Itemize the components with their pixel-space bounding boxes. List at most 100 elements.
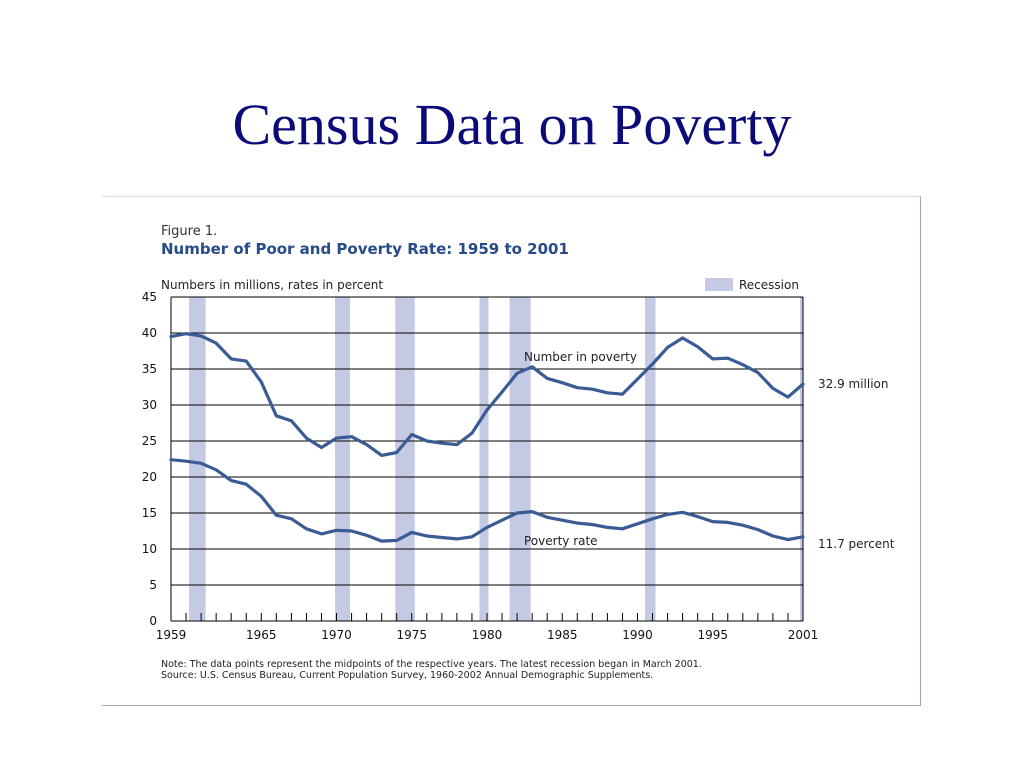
data-point-poverty-rate-2001 <box>801 535 805 539</box>
data-point-number-in-poverty-1963 <box>229 357 233 361</box>
data-point-poverty-rate-1970 <box>335 529 338 532</box>
data-point-number-in-poverty-1967 <box>290 419 293 423</box>
data-point-number-in-poverty-2001 <box>801 382 805 386</box>
chart-note: Note: The data points represent the midp… <box>161 659 702 670</box>
data-point-number-in-poverty-1971 <box>350 435 353 438</box>
legend-recession-swatch <box>705 278 733 291</box>
data-point-poverty-rate-1993 <box>681 511 684 514</box>
data-point-poverty-rate-1992 <box>666 513 669 516</box>
data-point-poverty-rate-1962 <box>214 468 218 472</box>
data-point-number-in-poverty-1988 <box>606 391 609 395</box>
data-point-number-in-poverty-1993 <box>681 336 684 340</box>
data-point-number-in-poverty-1964 <box>244 359 248 363</box>
x-tick-label-1975: 1975 <box>396 628 427 642</box>
data-point-number-in-poverty-1972 <box>365 443 368 446</box>
data-point-poverty-rate-2000 <box>786 538 790 541</box>
data-point-poverty-rate-1991 <box>651 517 654 521</box>
data-point-number-in-poverty-1980 <box>485 408 489 412</box>
y-tick-label-15: 15 <box>142 506 157 520</box>
x-tick-label-1990: 1990 <box>622 628 653 642</box>
x-tick-label-1980: 1980 <box>472 628 503 642</box>
recession-band-3 <box>395 297 415 621</box>
data-point-number-in-poverty-1994 <box>696 345 699 348</box>
data-point-number-in-poverty-1962 <box>214 341 218 345</box>
recession-bands <box>189 297 803 621</box>
recession-band-1 <box>189 297 206 621</box>
data-point-number-in-poverty-1982 <box>515 372 519 375</box>
data-point-poverty-rate-1985 <box>560 518 564 522</box>
data-point-poverty-rate-1974 <box>395 539 399 542</box>
data-point-number-in-poverty-1975 <box>410 433 414 436</box>
slide-title: Census Data on Poverty <box>232 92 792 157</box>
recession-band-4 <box>479 297 489 621</box>
data-point-number-in-poverty-1979 <box>470 431 474 435</box>
data-point-poverty-rate-1984 <box>545 516 549 519</box>
data-point-poverty-rate-1994 <box>696 515 699 518</box>
series-lines <box>169 332 805 543</box>
data-point-number-in-poverty-1997 <box>741 363 745 366</box>
data-point-poverty-rate-1979 <box>470 535 474 539</box>
recession-band-2 <box>335 297 351 621</box>
data-point-poverty-rate-1989 <box>621 527 624 531</box>
data-point-poverty-rate-1986 <box>576 521 579 525</box>
x-tick-label-1995: 1995 <box>697 628 728 642</box>
gridlines: 0 5 10 15 20 25 30 35 40 45 <box>142 290 803 628</box>
data-point-number-in-poverty-1986 <box>576 386 579 389</box>
series-label-number-in-poverty: Number in poverty <box>524 350 637 364</box>
data-point-poverty-rate-1981 <box>500 518 504 522</box>
data-point-number-in-poverty-1965 <box>260 380 263 384</box>
legend-recession-label: Recession <box>739 278 799 292</box>
poverty-line-chart: Figure 1. Number of Poor and Poverty Rat… <box>142 224 895 681</box>
data-point-poverty-rate-1969 <box>320 532 323 536</box>
x-tick-label-1959: 1959 <box>156 628 187 642</box>
data-point-number-in-poverty-1985 <box>560 381 564 384</box>
data-point-number-in-poverty-1981 <box>500 390 504 394</box>
data-point-poverty-rate-1971 <box>350 529 353 533</box>
data-point-poverty-rate-1988 <box>606 526 609 529</box>
data-point-poverty-rate-1961 <box>199 462 203 465</box>
y-tick-label-10: 10 <box>142 542 157 556</box>
recession-band-5 <box>509 297 531 621</box>
series-label-poverty-rate: Poverty rate <box>524 534 598 548</box>
data-point-poverty-rate-1968 <box>305 527 308 531</box>
data-point-poverty-rate-1959 <box>169 458 173 462</box>
data-point-poverty-rate-1998 <box>756 528 760 531</box>
y-tick-label-25: 25 <box>142 434 157 448</box>
data-point-poverty-rate-1972 <box>365 534 368 537</box>
data-point-poverty-rate-1990 <box>636 522 639 526</box>
data-point-number-in-poverty-1990 <box>636 377 639 381</box>
data-point-poverty-rate-1963 <box>229 479 233 482</box>
y-tick-label-20: 20 <box>142 470 157 484</box>
axes: 1959 1965 1970 1975 1980 1985 1990 1995 2001 <box>156 297 819 642</box>
data-point-poverty-rate-1996 <box>726 521 730 524</box>
data-point-poverty-rate-1966 <box>275 513 278 517</box>
data-point-poverty-rate-1964 <box>244 482 248 486</box>
recession-band-7 <box>799 297 803 621</box>
data-point-number-in-poverty-1966 <box>275 414 278 418</box>
data-point-number-in-poverty-1968 <box>305 436 308 440</box>
data-point-number-in-poverty-1996 <box>726 356 730 360</box>
data-point-number-in-poverty-1989 <box>621 392 624 396</box>
y-tick-label-30: 30 <box>142 398 157 412</box>
y-tick-label-0: 0 <box>149 614 157 628</box>
x-tick-label-2001: 2001 <box>788 628 819 642</box>
data-point-poverty-rate-1995 <box>711 520 714 523</box>
data-point-number-in-poverty-1999 <box>771 387 775 390</box>
end-label-number-in-poverty: 32.9 million <box>818 377 889 391</box>
data-point-poverty-rate-1999 <box>771 534 775 538</box>
figure-label: Figure 1. <box>161 224 217 239</box>
y-tick-label-45: 45 <box>142 290 157 304</box>
y-tick-label-40: 40 <box>142 326 157 340</box>
data-point-poverty-rate-1975 <box>410 531 414 534</box>
data-point-number-in-poverty-1970 <box>335 436 338 440</box>
figure-panel: Figure 1. Number of Poor and Poverty Rat… <box>102 196 921 706</box>
data-point-number-in-poverty-1992 <box>666 346 669 349</box>
data-point-number-in-poverty-1959 <box>169 335 173 338</box>
data-point-poverty-rate-1973 <box>380 539 384 543</box>
data-point-number-in-poverty-1974 <box>395 451 399 454</box>
data-point-poverty-rate-1965 <box>260 495 263 498</box>
data-point-number-in-poverty-1991 <box>651 362 654 366</box>
data-point-number-in-poverty-1983 <box>530 365 534 369</box>
x-tick-label-1965: 1965 <box>246 628 277 642</box>
data-point-number-in-poverty-1961 <box>199 334 203 338</box>
